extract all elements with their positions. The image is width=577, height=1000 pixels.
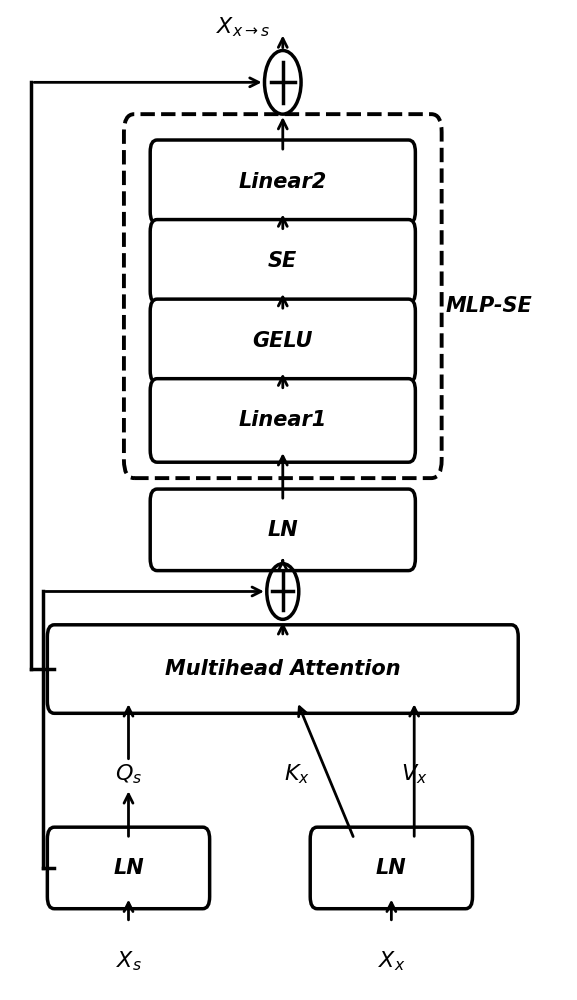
Text: $K_x$: $K_x$ (284, 763, 310, 786)
FancyBboxPatch shape (150, 489, 415, 571)
Text: GELU: GELU (253, 331, 313, 351)
FancyBboxPatch shape (150, 299, 415, 383)
FancyBboxPatch shape (150, 140, 415, 224)
Text: LN: LN (267, 520, 298, 540)
FancyBboxPatch shape (150, 379, 415, 462)
Text: SE: SE (268, 251, 297, 271)
Text: $V_x$: $V_x$ (401, 763, 428, 786)
Text: $Q_s$: $Q_s$ (115, 763, 142, 786)
Text: $X_x$: $X_x$ (377, 950, 405, 973)
FancyBboxPatch shape (310, 827, 473, 909)
Text: Linear1: Linear1 (239, 410, 327, 430)
Text: LN: LN (376, 858, 407, 878)
Text: Linear2: Linear2 (239, 172, 327, 192)
Text: MLP-SE: MLP-SE (445, 296, 533, 316)
Text: $X_{x\rightarrow s}$: $X_{x\rightarrow s}$ (216, 16, 270, 39)
Text: Multihead Attention: Multihead Attention (165, 659, 400, 679)
FancyBboxPatch shape (47, 625, 518, 713)
FancyBboxPatch shape (47, 827, 209, 909)
Text: LN: LN (113, 858, 144, 878)
Text: $X_s$: $X_s$ (115, 950, 141, 973)
FancyBboxPatch shape (150, 220, 415, 303)
